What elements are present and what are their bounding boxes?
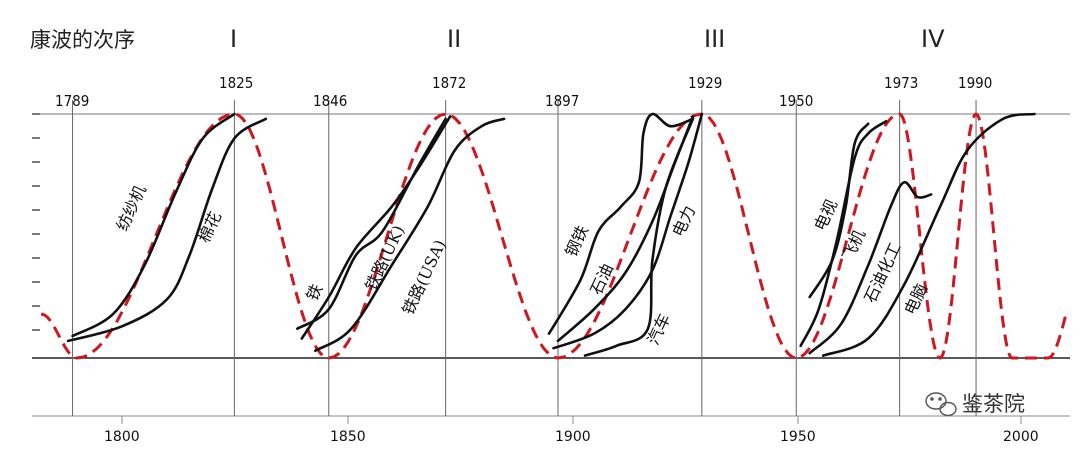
year-label-1825: 1825 bbox=[219, 74, 253, 92]
year-label-1789: 1789 bbox=[55, 92, 89, 110]
x-tick-labels: 1800 1850 1900 1950 2000 bbox=[104, 429, 1039, 445]
x-tick-1850: 1850 bbox=[330, 429, 366, 445]
series-line-2 bbox=[296, 117, 447, 330]
series-line-4 bbox=[314, 117, 506, 352]
left-axis-ticks bbox=[32, 113, 40, 331]
series-label-car: 汽车 bbox=[643, 311, 674, 348]
x-tick-1800: 1800 bbox=[104, 429, 140, 445]
series-label-iron: 铁 bbox=[302, 281, 326, 304]
year-label-1929: 1929 bbox=[688, 74, 722, 92]
wave-label-1: I bbox=[230, 25, 237, 53]
peak-year-labels: 1789 1825 1846 1872 1897 1929 1950 1973 … bbox=[55, 74, 992, 110]
year-label-1872: 1872 bbox=[432, 74, 466, 92]
year-lines bbox=[72, 100, 977, 416]
year-label-1950: 1950 bbox=[779, 92, 813, 110]
series-line-10 bbox=[799, 120, 888, 348]
series-line-8 bbox=[583, 117, 695, 357]
series-label-aircraft: 飞机 bbox=[838, 227, 869, 264]
wave-label-2: II bbox=[447, 25, 461, 53]
watermark: 鉴茶院 bbox=[925, 392, 1025, 417]
wave-label-3: III bbox=[704, 25, 725, 53]
series-line-5 bbox=[547, 112, 695, 335]
x-tick-2000: 2000 bbox=[1003, 429, 1039, 445]
series-label-spinning: 纺纱机 bbox=[112, 182, 150, 234]
kondratiev-wave-line bbox=[40, 112, 1068, 360]
wave-label-4: IV bbox=[921, 25, 945, 53]
x-tick-1950: 1950 bbox=[780, 429, 816, 445]
series-labels: 纺纱机 棉花 铁 铁路(UK) 铁路(USA) 钢铁 石油 电力 汽车 电视 飞… bbox=[112, 182, 931, 348]
series-label-tv: 电视 bbox=[810, 197, 841, 234]
series-label-steel: 钢铁 bbox=[561, 223, 592, 260]
series-line-9 bbox=[808, 122, 870, 299]
x-tick-marks bbox=[121, 416, 1022, 424]
wechat-icon bbox=[925, 392, 957, 417]
year-label-1973: 1973 bbox=[884, 74, 918, 92]
chart-title: 康波的次序 bbox=[30, 28, 135, 52]
series-line-3 bbox=[300, 115, 452, 340]
series-line-0 bbox=[71, 112, 236, 338]
series-line-11 bbox=[808, 180, 933, 355]
x-tick-1900: 1900 bbox=[555, 429, 591, 445]
series-label-cotton: 棉花 bbox=[194, 209, 225, 246]
year-label-1990: 1990 bbox=[958, 74, 992, 92]
series-line-12 bbox=[821, 112, 1036, 357]
series-line-1 bbox=[66, 117, 268, 343]
technology-series bbox=[66, 112, 1036, 357]
series-label-rail-usa: 铁路(USA) bbox=[398, 237, 449, 318]
year-label-1846: 1846 bbox=[313, 92, 347, 110]
watermark-text: 鉴茶院 bbox=[962, 392, 1025, 416]
year-label-1897: 1897 bbox=[545, 92, 579, 110]
